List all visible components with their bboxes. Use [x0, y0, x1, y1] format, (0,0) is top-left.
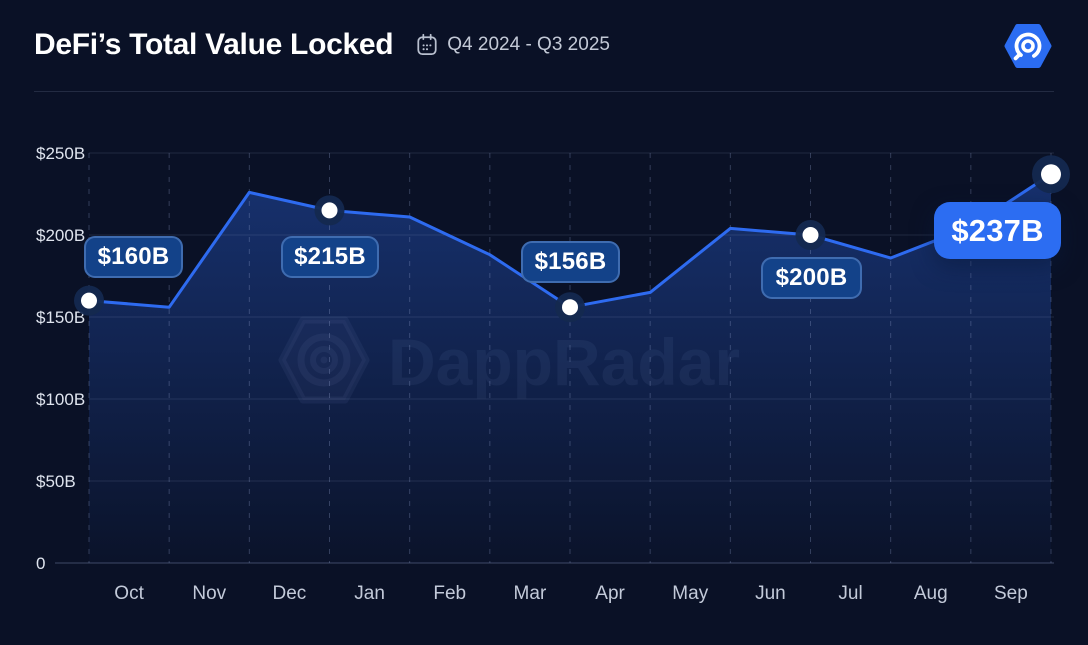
data-point-dot [562, 299, 578, 316]
data-point-dot [802, 227, 819, 243]
y-axis-tick-label: $250B [36, 144, 85, 163]
date-range-label: Q4 2024 - Q3 2025 [447, 34, 610, 55]
x-axis-month-label: Oct [114, 583, 144, 604]
data-point-dot [1041, 164, 1061, 185]
y-axis-tick-label: $200B [36, 226, 85, 245]
x-axis-month-label: Dec [273, 583, 307, 604]
x-axis-month-label: Jan [354, 583, 385, 604]
y-axis-tick-label: $100B [36, 390, 85, 409]
header-divider [34, 91, 1054, 92]
x-axis-labels: Oct Nov Dec Jan Feb Mar Apr May Jun Jul Aug Sep [114, 583, 1028, 604]
horizontal-gridlines [55, 152, 1054, 564]
watermark-text: DappRadar [388, 325, 740, 399]
header: DeFi’s Total Value Locked Q4 2024 - Q3 2… [34, 26, 988, 64]
x-axis-month-label: Aug [914, 583, 948, 604]
x-axis-month-label: Jul [838, 583, 862, 604]
dappradar-logo [1004, 22, 1052, 70]
x-axis-month-label: Mar [514, 583, 547, 604]
date-range: Q4 2024 - Q3 2025 [416, 33, 610, 57]
x-axis-month-label: Sep [994, 583, 1028, 604]
y-axis-tick-label: $50B [36, 472, 76, 491]
data-point-dot [321, 202, 338, 219]
watermark-logo-icon [278, 316, 370, 404]
vertical-gridlines [88, 153, 1052, 563]
x-axis-month-label: Jun [755, 583, 786, 604]
x-axis-month-label: May [672, 583, 708, 604]
x-axis-month-label: Feb [433, 583, 466, 604]
y-axis-labels: 0 $50B $100B $150B $200B $250B [36, 144, 85, 573]
y-axis-tick-label: 0 [36, 554, 45, 573]
page-title: DeFi’s Total Value Locked [34, 28, 394, 61]
data-point-markers [74, 155, 1070, 323]
data-point-dot [81, 292, 97, 309]
x-axis-month-label: Apr [595, 583, 625, 604]
x-axis-month-label: Nov [192, 583, 226, 604]
watermark: DappRadar [278, 316, 740, 404]
dappradar-hexagon-radar-icon [1004, 24, 1052, 68]
calendar-icon [417, 33, 437, 56]
y-axis-tick-label: $150B [36, 308, 85, 327]
